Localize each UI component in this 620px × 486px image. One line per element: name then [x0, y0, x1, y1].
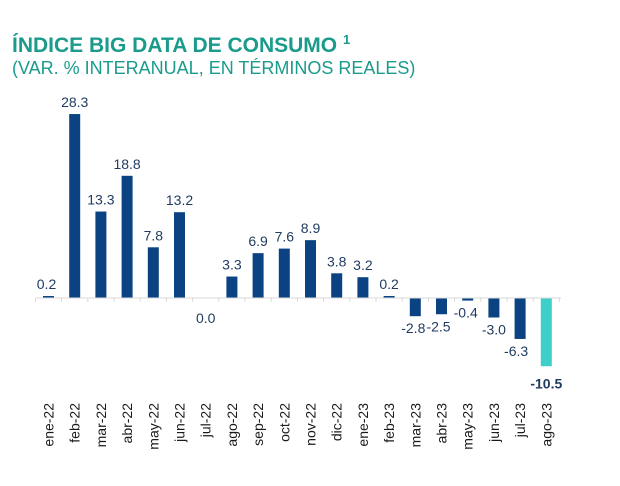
bar-jun-23	[488, 298, 500, 318]
value-label: -6.3	[504, 343, 528, 359]
value-label: 28.3	[61, 94, 88, 110]
value-label: -3.0	[482, 322, 506, 338]
value-label: 0.0	[196, 310, 216, 326]
bar-feb-22	[69, 114, 81, 298]
category-label: feb-22	[67, 403, 83, 443]
value-label: 8.9	[301, 220, 321, 236]
value-label: -10.5	[530, 375, 562, 391]
bar-dic-22	[331, 273, 343, 298]
value-label: 18.8	[113, 156, 140, 172]
bar-ago-23	[540, 298, 552, 367]
value-labels: 0.2 28.3 13.3 18.8 7.8 13.2 0.0 3.3 6.9 7.6 8.9 3.8…	[37, 94, 563, 391]
value-label: -0.4	[454, 305, 478, 321]
value-label: 0.2	[379, 276, 399, 292]
category-label: jun-22	[172, 403, 188, 443]
bar-abr-23	[436, 298, 447, 315]
bar-may-23	[462, 298, 474, 301]
bar-nov-22	[305, 240, 316, 298]
value-label: -2.5	[426, 318, 450, 334]
category-label: nov-22	[303, 403, 319, 446]
category-label: abr-22	[119, 403, 135, 444]
bar-ago-22	[226, 276, 238, 298]
value-label: 7.6	[275, 229, 295, 245]
category-label: oct-22	[276, 403, 292, 442]
category-label: jul-23	[512, 403, 528, 438]
category-label: abr-23	[434, 403, 450, 444]
category-label: sep-22	[250, 403, 266, 446]
chart-subtitle: (VAR. % INTERANUAL, EN TÉRMINOS REALES)	[12, 58, 416, 78]
category-label: dic-22	[329, 403, 345, 441]
bar-mar-22	[95, 211, 107, 298]
value-label: 7.8	[144, 227, 164, 243]
value-label: 0.2	[37, 276, 57, 292]
value-label: 3.3	[222, 257, 242, 273]
value-label: 13.3	[87, 192, 114, 208]
category-label: jun-23	[486, 403, 502, 443]
x-axis	[34, 297, 561, 302]
value-label: 6.9	[248, 233, 268, 249]
category-label: jul-22	[198, 403, 214, 438]
category-label: ene-22	[41, 403, 57, 447]
category-label: may-23	[460, 403, 476, 450]
bar-ene-23	[357, 277, 369, 298]
value-label: 3.2	[353, 257, 373, 273]
category-label: feb-23	[381, 403, 397, 443]
bar-oct-22	[278, 248, 290, 298]
value-label: -2.8	[401, 320, 425, 336]
bar-mar-23	[409, 298, 421, 317]
bar-ene-22	[43, 296, 54, 298]
chart-title: ÍNDICE BIG DATA DE CONSUMO 1	[12, 32, 350, 58]
bar-jun-22	[174, 212, 185, 298]
bar-abr-22	[121, 175, 133, 298]
value-label: 3.8	[327, 253, 347, 269]
category-label: mar-22	[93, 403, 109, 448]
category-label: may-22	[145, 403, 161, 450]
value-label: 13.2	[166, 192, 193, 208]
bar-feb-23	[383, 296, 395, 298]
chart-title-text: ÍNDICE BIG DATA DE CONSUMO	[12, 34, 338, 57]
bars-group	[43, 114, 552, 367]
bar-sep-22	[252, 253, 264, 298]
title-footnote: 1	[342, 32, 351, 47]
bar-jul-23	[514, 298, 526, 339]
bar-may-22	[147, 247, 159, 298]
category-label: ago-23	[538, 403, 554, 447]
category-label: ene-23	[355, 403, 371, 447]
category-labels: ene-22 feb-22 mar-22 abr-22 may-22 jun-22 jul-…	[41, 403, 555, 450]
category-label: ago-22	[224, 403, 240, 447]
category-label: mar-23	[407, 403, 423, 448]
